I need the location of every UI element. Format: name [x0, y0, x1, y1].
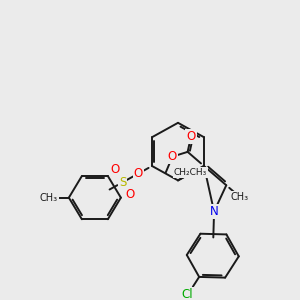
- Text: CH₃: CH₃: [231, 192, 249, 202]
- Text: O: O: [125, 188, 135, 201]
- Text: CH₃: CH₃: [40, 193, 58, 203]
- Text: O: O: [168, 150, 177, 163]
- Text: Cl: Cl: [182, 288, 194, 300]
- Text: O: O: [134, 167, 143, 180]
- Text: CH₂CH₃: CH₂CH₃: [174, 168, 207, 177]
- Text: O: O: [186, 130, 196, 143]
- Text: N: N: [210, 205, 218, 218]
- Text: O: O: [110, 163, 120, 176]
- Text: S: S: [119, 176, 126, 189]
